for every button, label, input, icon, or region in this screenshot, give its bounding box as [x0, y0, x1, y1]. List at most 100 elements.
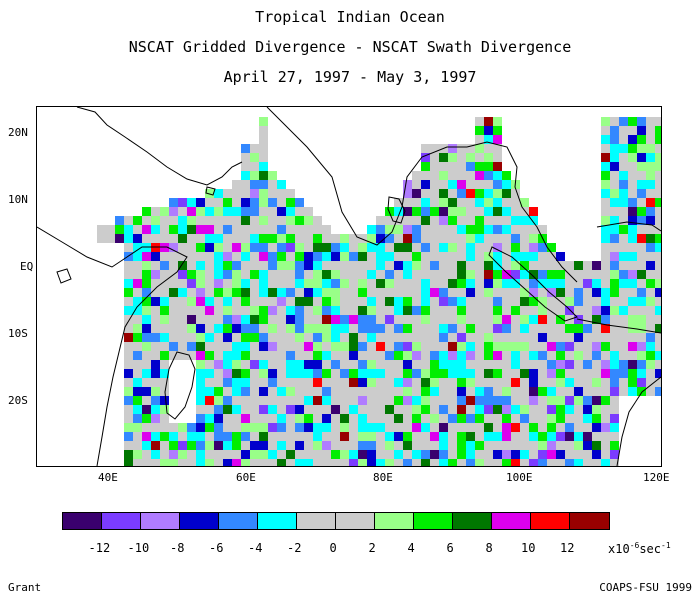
divergence-cell	[466, 297, 475, 306]
divergence-cell	[493, 378, 502, 387]
divergence-cell	[583, 414, 592, 423]
colorbar-swatch	[531, 513, 570, 529]
divergence-cell	[367, 288, 376, 297]
divergence-cell	[124, 369, 133, 378]
divergence-cell	[259, 450, 268, 459]
divergence-cell	[439, 369, 448, 378]
divergence-cell	[421, 198, 430, 207]
divergence-cell	[520, 279, 529, 288]
divergence-cell	[601, 450, 610, 459]
divergence-cell	[538, 324, 547, 333]
divergence-cell	[169, 198, 178, 207]
divergence-cell	[403, 261, 412, 270]
divergence-cell	[385, 396, 394, 405]
divergence-cell	[538, 387, 547, 396]
divergence-cell	[367, 387, 376, 396]
divergence-cell	[610, 423, 619, 432]
divergence-cell	[610, 171, 619, 180]
divergence-cell	[376, 459, 385, 466]
divergence-cell	[529, 252, 538, 261]
divergence-cell	[376, 261, 385, 270]
divergence-cell	[277, 423, 286, 432]
divergence-cell	[466, 414, 475, 423]
divergence-cell	[412, 369, 421, 378]
divergence-cell	[178, 432, 187, 441]
divergence-cell	[259, 414, 268, 423]
divergence-cell	[646, 342, 655, 351]
divergence-cell	[520, 225, 529, 234]
divergence-cell	[277, 378, 286, 387]
divergence-cell	[421, 369, 430, 378]
divergence-cell	[286, 315, 295, 324]
divergence-cell	[511, 396, 520, 405]
divergence-cell	[142, 414, 151, 423]
divergence-cell	[601, 162, 610, 171]
divergence-cell	[511, 360, 520, 369]
divergence-cell	[466, 342, 475, 351]
divergence-cell	[403, 306, 412, 315]
divergence-cell	[331, 378, 340, 387]
divergence-cell	[367, 459, 376, 466]
divergence-cell	[151, 333, 160, 342]
divergence-cell	[340, 378, 349, 387]
divergence-cell	[250, 459, 259, 466]
divergence-cell	[601, 153, 610, 162]
divergence-cell	[160, 324, 169, 333]
divergence-cell	[565, 369, 574, 378]
divergence-cell	[124, 306, 133, 315]
divergence-cell	[610, 360, 619, 369]
unit-base: x10	[608, 542, 630, 556]
coast-australia	[616, 376, 661, 466]
divergence-cell	[538, 279, 547, 288]
divergence-cell	[322, 243, 331, 252]
divergence-cell	[583, 333, 592, 342]
divergence-cell	[151, 324, 160, 333]
divergence-cell	[520, 261, 529, 270]
divergence-cell	[556, 360, 565, 369]
divergence-cell	[655, 306, 661, 315]
divergence-cell	[385, 270, 394, 279]
divergence-cell	[583, 423, 592, 432]
divergence-cell	[583, 396, 592, 405]
divergence-cell	[646, 225, 655, 234]
divergence-cell	[538, 225, 547, 234]
divergence-cell	[322, 324, 331, 333]
divergence-cell	[520, 432, 529, 441]
divergence-cell	[304, 441, 313, 450]
divergence-cell	[421, 270, 430, 279]
divergence-cell	[466, 180, 475, 189]
divergence-cell	[601, 306, 610, 315]
divergence-cell	[520, 306, 529, 315]
colorbar-swatch	[258, 513, 297, 529]
divergence-cell	[142, 342, 151, 351]
divergence-cell	[286, 405, 295, 414]
divergence-cell	[403, 189, 412, 198]
divergence-cell	[322, 450, 331, 459]
divergence-cell	[403, 288, 412, 297]
divergence-cell	[574, 360, 583, 369]
divergence-cell	[340, 387, 349, 396]
divergence-cell	[268, 180, 277, 189]
divergence-cell	[628, 297, 637, 306]
divergence-cell	[493, 297, 502, 306]
divergence-cell	[628, 270, 637, 279]
divergence-cell	[430, 342, 439, 351]
divergence-cell	[331, 333, 340, 342]
divergence-cell	[349, 342, 358, 351]
divergence-cell	[394, 441, 403, 450]
divergence-cell	[322, 315, 331, 324]
divergence-cell	[529, 423, 538, 432]
divergence-cell	[367, 270, 376, 279]
divergence-cell	[628, 252, 637, 261]
divergence-cell	[439, 342, 448, 351]
divergence-cell	[412, 270, 421, 279]
divergence-cell	[475, 261, 484, 270]
divergence-cell	[367, 360, 376, 369]
divergence-cell	[196, 243, 205, 252]
divergence-cell	[394, 306, 403, 315]
divergence-cell	[205, 252, 214, 261]
divergence-cell	[295, 270, 304, 279]
divergence-cell	[169, 441, 178, 450]
divergence-cell	[448, 216, 457, 225]
divergence-cell	[331, 396, 340, 405]
